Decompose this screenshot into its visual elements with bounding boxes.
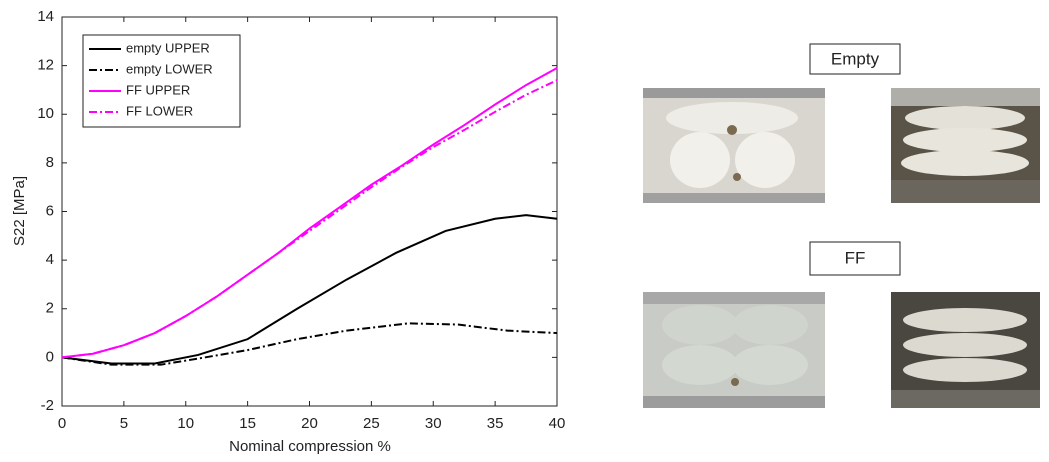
- panel-label: FF: [845, 248, 866, 267]
- x-tick-label: 15: [239, 415, 256, 432]
- legend-label: FF UPPER: [126, 82, 190, 97]
- x-tick-label: 40: [549, 415, 566, 432]
- x-tick-label: 25: [363, 415, 380, 432]
- legend-label: empty UPPER: [126, 40, 210, 55]
- y-tick-label: 6: [46, 202, 54, 219]
- photo: [891, 88, 1040, 203]
- series-line: [61, 322, 558, 366]
- photo: [643, 88, 825, 203]
- legend-label: FF LOWER: [126, 103, 193, 118]
- y-tick-label: 2: [46, 300, 54, 317]
- y-tick-label: 4: [46, 251, 54, 268]
- y-axis-label: S22 [MPa]: [11, 176, 28, 246]
- x-tick-label: 0: [58, 415, 66, 432]
- y-tick-label: -2: [41, 397, 54, 414]
- x-tick-label: 20: [301, 415, 318, 432]
- photo: [643, 292, 825, 408]
- y-tick-label: 14: [37, 8, 54, 25]
- y-tick-label: 12: [37, 57, 54, 74]
- y-tick-label: 8: [46, 154, 54, 171]
- legend-label: empty LOWER: [126, 61, 213, 76]
- x-tick-label: 10: [177, 415, 194, 432]
- x-tick-label: 35: [487, 415, 504, 432]
- label-box: [809, 241, 901, 276]
- series-line: [61, 79, 558, 359]
- x-tick-label: 30: [425, 415, 442, 432]
- panel-label: Empty: [831, 49, 880, 68]
- series-line: [61, 214, 558, 365]
- photo: [891, 292, 1040, 408]
- x-tick-label: 5: [120, 415, 128, 432]
- y-tick-label: 0: [46, 348, 54, 365]
- x-axis-label: Nominal compression %: [229, 438, 391, 455]
- y-tick-label: 10: [37, 105, 54, 122]
- label-box: [809, 43, 901, 75]
